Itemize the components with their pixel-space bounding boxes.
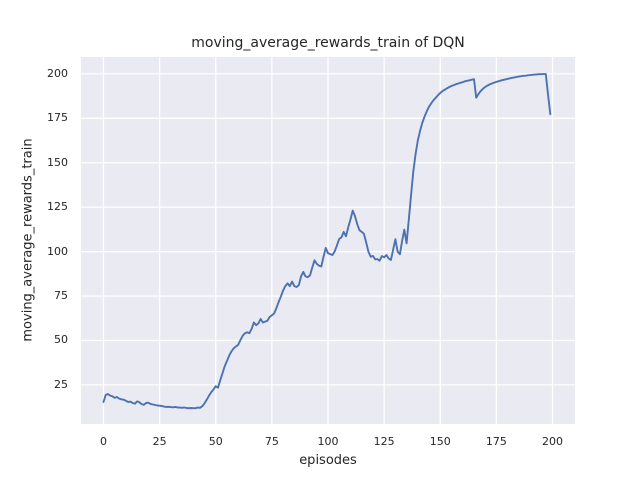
y-tick-label: 200: [47, 66, 68, 80]
y-tick-label: 75: [54, 289, 68, 303]
x-axis-label: episodes: [299, 453, 357, 468]
x-tick-label: 50: [208, 435, 223, 448]
y-tick-label: 175: [47, 111, 68, 125]
series-line: [102, 73, 552, 410]
y-tick-label: 50: [54, 333, 68, 347]
x-tick-label: 75: [264, 435, 279, 448]
x-tick-label: 175: [485, 435, 507, 448]
plot-area: [81, 57, 575, 424]
y-tick-label: 100: [47, 244, 68, 258]
x-tick-label: 100: [317, 435, 339, 448]
y-tick-label: 25: [54, 377, 68, 391]
y-tick-label: 150: [47, 155, 68, 169]
y-tick-label: 125: [47, 200, 68, 214]
line-chart-canvas: [81, 57, 575, 424]
x-tick-label: 150: [429, 435, 451, 448]
x-tick-label: 125: [373, 435, 395, 448]
x-tick-label: 0: [99, 435, 107, 448]
x-tick-label: 25: [152, 435, 167, 448]
chart-title: moving_average_rewards_train of DQN: [191, 35, 465, 51]
x-tick-label: 200: [542, 435, 564, 448]
